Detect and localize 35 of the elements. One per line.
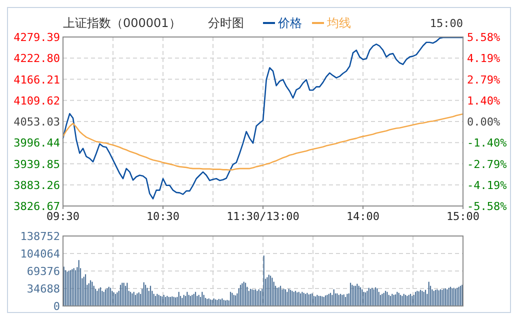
line-series xyxy=(62,113,464,171)
chart-title: 上证指数（000001） xyxy=(63,16,181,30)
y-tick-label: 4279.39 xyxy=(14,31,60,44)
legend-label: 均线 xyxy=(326,16,351,30)
y2-tick-label: 0.00% xyxy=(467,116,500,128)
line-series xyxy=(62,36,464,200)
x-tick-label: 15:00 xyxy=(446,210,480,223)
x-tick-label: 10:30 xyxy=(146,210,180,223)
y-tick-label: 69376 xyxy=(26,265,60,278)
y2-tick-label: -1.40% xyxy=(467,136,508,150)
legend-label: 价格 xyxy=(277,16,302,30)
y-tick-label: 4053.03 xyxy=(14,116,60,128)
chart-subtitle: 分时图 xyxy=(208,16,244,30)
y2-tick-label: 1.40% xyxy=(467,94,500,108)
y2-tick-label: 4.19% xyxy=(467,52,500,66)
text: 15:00 xyxy=(430,17,463,30)
y-tick-label: 3939.85 xyxy=(14,158,60,171)
x-tick-label: 11:30/13:00 xyxy=(226,210,300,223)
y2-tick-label: -2.79% xyxy=(467,158,508,171)
y-tick-label: 3996.44 xyxy=(14,136,60,150)
y-tick-label: 104064 xyxy=(20,248,60,260)
y-tick-label: 3883.26 xyxy=(14,178,60,192)
y-tick-label: 34688 xyxy=(26,282,60,296)
y-tick-label: 0 xyxy=(53,300,60,313)
y-tick-label: 4222.80 xyxy=(14,52,60,66)
x-tick-label: 14:00 xyxy=(346,210,380,223)
y-tick-label: 4109.62 xyxy=(14,94,60,108)
y2-tick-label: 2.79% xyxy=(467,73,500,86)
y2-tick-label: 5.58% xyxy=(467,31,500,44)
y-tick-label: 4166.21 xyxy=(14,73,60,86)
y2-tick-label: -4.19% xyxy=(467,178,508,192)
y-tick-label: 138752 xyxy=(20,230,60,243)
y2-tick-label: -5.58% xyxy=(467,200,508,213)
y-tick-label: 3826.67 xyxy=(14,200,60,213)
x-tick-label: 09:30 xyxy=(46,210,80,223)
